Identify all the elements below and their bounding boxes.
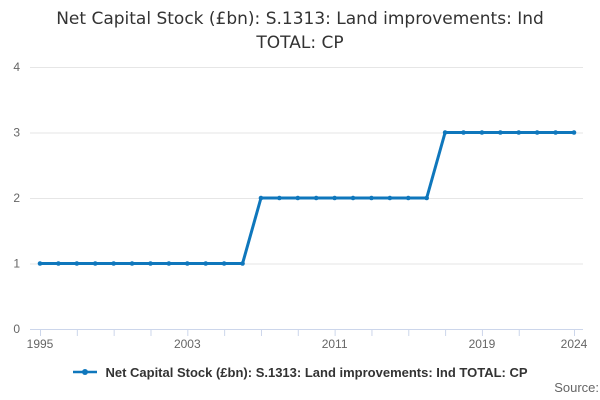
y-tick-label: 4 bbox=[13, 60, 20, 74]
data-point-marker[interactable] bbox=[369, 195, 374, 201]
data-point-marker[interactable] bbox=[221, 261, 227, 266]
chart-title-line1: Net Capital Stock (£bn): S.1313: Land im… bbox=[56, 9, 544, 29]
data-point-marker[interactable] bbox=[295, 195, 301, 201]
y-tick-label: 3 bbox=[13, 126, 20, 140]
legend-marker-dot bbox=[82, 369, 89, 375]
data-point-marker[interactable] bbox=[166, 261, 172, 266]
data-point-marker[interactable] bbox=[277, 195, 282, 201]
data-point-marker[interactable] bbox=[442, 130, 448, 135]
source-label: Source: bbox=[554, 380, 599, 395]
data-point-marker[interactable] bbox=[516, 130, 522, 135]
data-point-marker[interactable] bbox=[37, 261, 43, 266]
data-point-marker[interactable] bbox=[56, 261, 61, 266]
data-point-marker[interactable] bbox=[92, 261, 98, 266]
data-point-marker[interactable] bbox=[479, 130, 485, 135]
data-point-marker[interactable] bbox=[534, 130, 540, 135]
data-point-marker[interactable] bbox=[387, 195, 393, 201]
y-tick-label: 2 bbox=[13, 191, 20, 205]
legend-item[interactable]: Net Capital Stock (£bn): S.1313: Land im… bbox=[0, 363, 600, 381]
data-point-marker[interactable] bbox=[313, 195, 319, 201]
x-tick-label: 2011 bbox=[322, 337, 348, 351]
x-tick-label: 2024 bbox=[561, 337, 588, 351]
chart-title-line2: TOTAL: CP bbox=[256, 33, 344, 53]
series-line bbox=[38, 131, 576, 265]
data-point-marker[interactable] bbox=[461, 130, 466, 135]
data-point-marker[interactable] bbox=[553, 130, 558, 135]
data-point-marker[interactable] bbox=[424, 195, 429, 201]
x-tick-label: 2019 bbox=[469, 337, 496, 351]
legend-label: Net Capital Stock (£bn): S.1313: Land im… bbox=[105, 364, 528, 380]
y-tick-label: 0 bbox=[13, 322, 20, 336]
data-point-marker[interactable] bbox=[332, 195, 337, 201]
data-point-marker[interactable] bbox=[350, 195, 356, 201]
data-point-marker[interactable] bbox=[111, 261, 116, 266]
y-tick-label: 1 bbox=[13, 257, 20, 271]
data-point-marker[interactable] bbox=[405, 195, 411, 201]
data-point-marker[interactable] bbox=[258, 195, 264, 201]
data-point-marker[interactable] bbox=[129, 261, 135, 266]
data-point-marker[interactable] bbox=[148, 261, 153, 266]
data-point-marker[interactable] bbox=[571, 130, 577, 135]
data-point-marker[interactable] bbox=[203, 261, 209, 266]
chart-title: Net Capital Stock (£bn): S.1313: Land im… bbox=[0, 7, 600, 55]
data-point-marker[interactable] bbox=[498, 130, 503, 135]
x-tick-label: 1995 bbox=[27, 337, 54, 351]
data-point-marker[interactable] bbox=[240, 261, 245, 266]
x-tick-label: 2003 bbox=[174, 337, 201, 351]
data-point-marker[interactable] bbox=[185, 261, 190, 266]
data-point-marker[interactable] bbox=[74, 261, 80, 266]
legend-line-marker-icon bbox=[73, 369, 98, 375]
